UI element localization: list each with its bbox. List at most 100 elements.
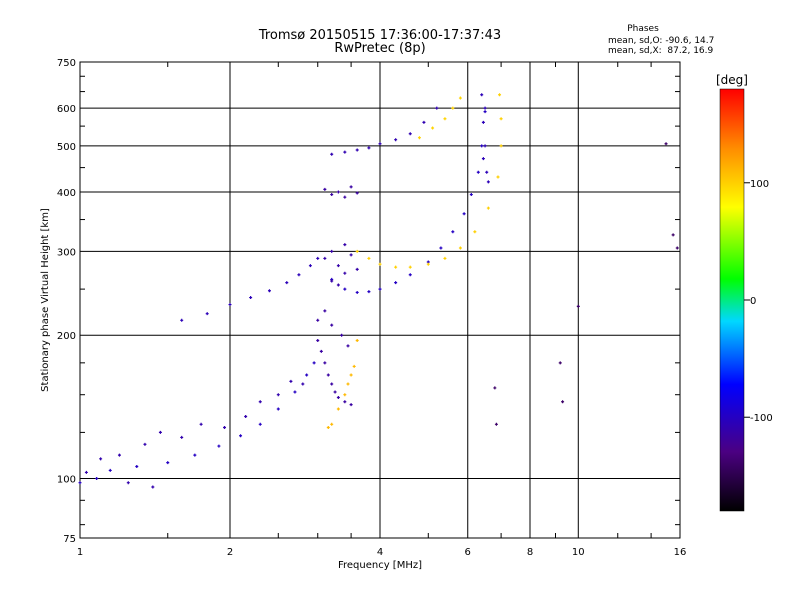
data-point (301, 382, 305, 386)
x-axis-tick-labels: 1 2 4 6 8 10 16 (77, 547, 687, 558)
data-point (108, 468, 112, 472)
data-point (480, 93, 484, 97)
data-point (349, 185, 353, 189)
data-point (276, 393, 280, 397)
data-point (223, 425, 227, 429)
data-point (333, 390, 337, 394)
data-point (346, 382, 350, 386)
data-point (378, 142, 382, 146)
y-tick-label: 400 (57, 188, 76, 199)
data-point (336, 190, 340, 194)
data-point (355, 338, 359, 342)
series-group (323, 185, 359, 199)
series-group (417, 96, 462, 140)
data-point (308, 264, 312, 268)
data-point (316, 338, 320, 342)
data-point (258, 400, 262, 404)
data-point (451, 230, 455, 234)
data-points (78, 93, 679, 489)
data-point (343, 150, 347, 154)
data-point (481, 120, 485, 124)
data-point (394, 138, 398, 142)
colorbar-label: [deg] (716, 73, 748, 87)
data-point (462, 212, 466, 216)
data-point (343, 243, 347, 247)
data-point (336, 264, 340, 268)
colorbar-gradient (719, 88, 745, 512)
data-point (496, 175, 500, 179)
data-point (473, 230, 477, 234)
y-tick-label: 300 (57, 247, 76, 258)
data-point (435, 106, 439, 110)
phases-info-box: Phases mean, sd,O: -90.6, 14.7 mean, sd,… (608, 24, 714, 56)
chart-title: Tromsø 20150515 17:36:00-17:37:43 (258, 28, 501, 43)
data-point (316, 256, 320, 260)
series-group (316, 309, 353, 407)
series-group (78, 361, 316, 485)
data-point (323, 187, 327, 191)
data-point (151, 485, 155, 489)
data-point (408, 265, 412, 269)
y-axis-tick-labels: 75 100 200 300 400 500 600 750 (57, 58, 76, 545)
data-point (476, 170, 480, 174)
data-point (336, 407, 340, 411)
data-point (355, 148, 359, 152)
minor-ticks (80, 62, 680, 538)
colorbar-tick-label: 0 (750, 296, 756, 307)
data-point (483, 106, 487, 110)
colorbar: [deg] 100 0 -100 (716, 73, 773, 512)
data-point (336, 395, 340, 399)
data-point (228, 303, 232, 307)
data-point (394, 265, 398, 269)
data-point (285, 281, 289, 285)
data-point (664, 142, 668, 146)
data-point (199, 422, 203, 426)
series-group (330, 110, 487, 294)
data-point (330, 382, 334, 386)
data-point (458, 96, 462, 100)
data-point (143, 442, 147, 446)
data-point (469, 193, 473, 197)
data-point (316, 318, 320, 322)
y-tick-label: 200 (57, 331, 76, 342)
y-tick-label: 100 (57, 475, 76, 486)
y-tick-label: 750 (57, 58, 76, 69)
data-point (349, 373, 353, 377)
data-point (166, 461, 170, 465)
data-point (486, 180, 490, 184)
data-point (367, 256, 371, 260)
data-point (431, 126, 435, 130)
data-point (481, 157, 485, 161)
x-tick-label: 1 (77, 547, 83, 558)
data-point (378, 287, 382, 291)
data-point (422, 120, 426, 124)
data-point (493, 386, 497, 390)
chart-title-group: Tromsø 20150515 17:36:00-17:37:43 RwPret… (258, 28, 501, 56)
phases-o-line: mean, sd,O: -90.6, 14.7 (608, 36, 714, 46)
data-point (330, 323, 334, 327)
data-point (343, 400, 347, 404)
data-point (297, 273, 301, 277)
data-point (135, 464, 139, 468)
data-point (239, 434, 243, 438)
data-point (323, 361, 327, 365)
series-group (84, 379, 305, 489)
data-point (126, 481, 130, 485)
data-point (499, 117, 503, 121)
x-tick-label: 6 (465, 547, 471, 558)
data-point (349, 403, 353, 407)
data-point (480, 144, 484, 148)
data-point (330, 422, 334, 426)
data-point (349, 253, 353, 257)
data-point (99, 457, 103, 461)
data-point (451, 106, 455, 110)
x-tick-label: 4 (377, 547, 383, 558)
data-point (367, 290, 371, 294)
data-point (439, 246, 443, 250)
y-tick-label: 600 (57, 104, 76, 115)
data-point (355, 191, 359, 195)
plot-area (78, 61, 681, 539)
y-axis-label: Stationary phase Virtual Height [km] (40, 208, 51, 392)
data-point (343, 195, 347, 199)
y-tick-label: 75 (63, 534, 76, 545)
